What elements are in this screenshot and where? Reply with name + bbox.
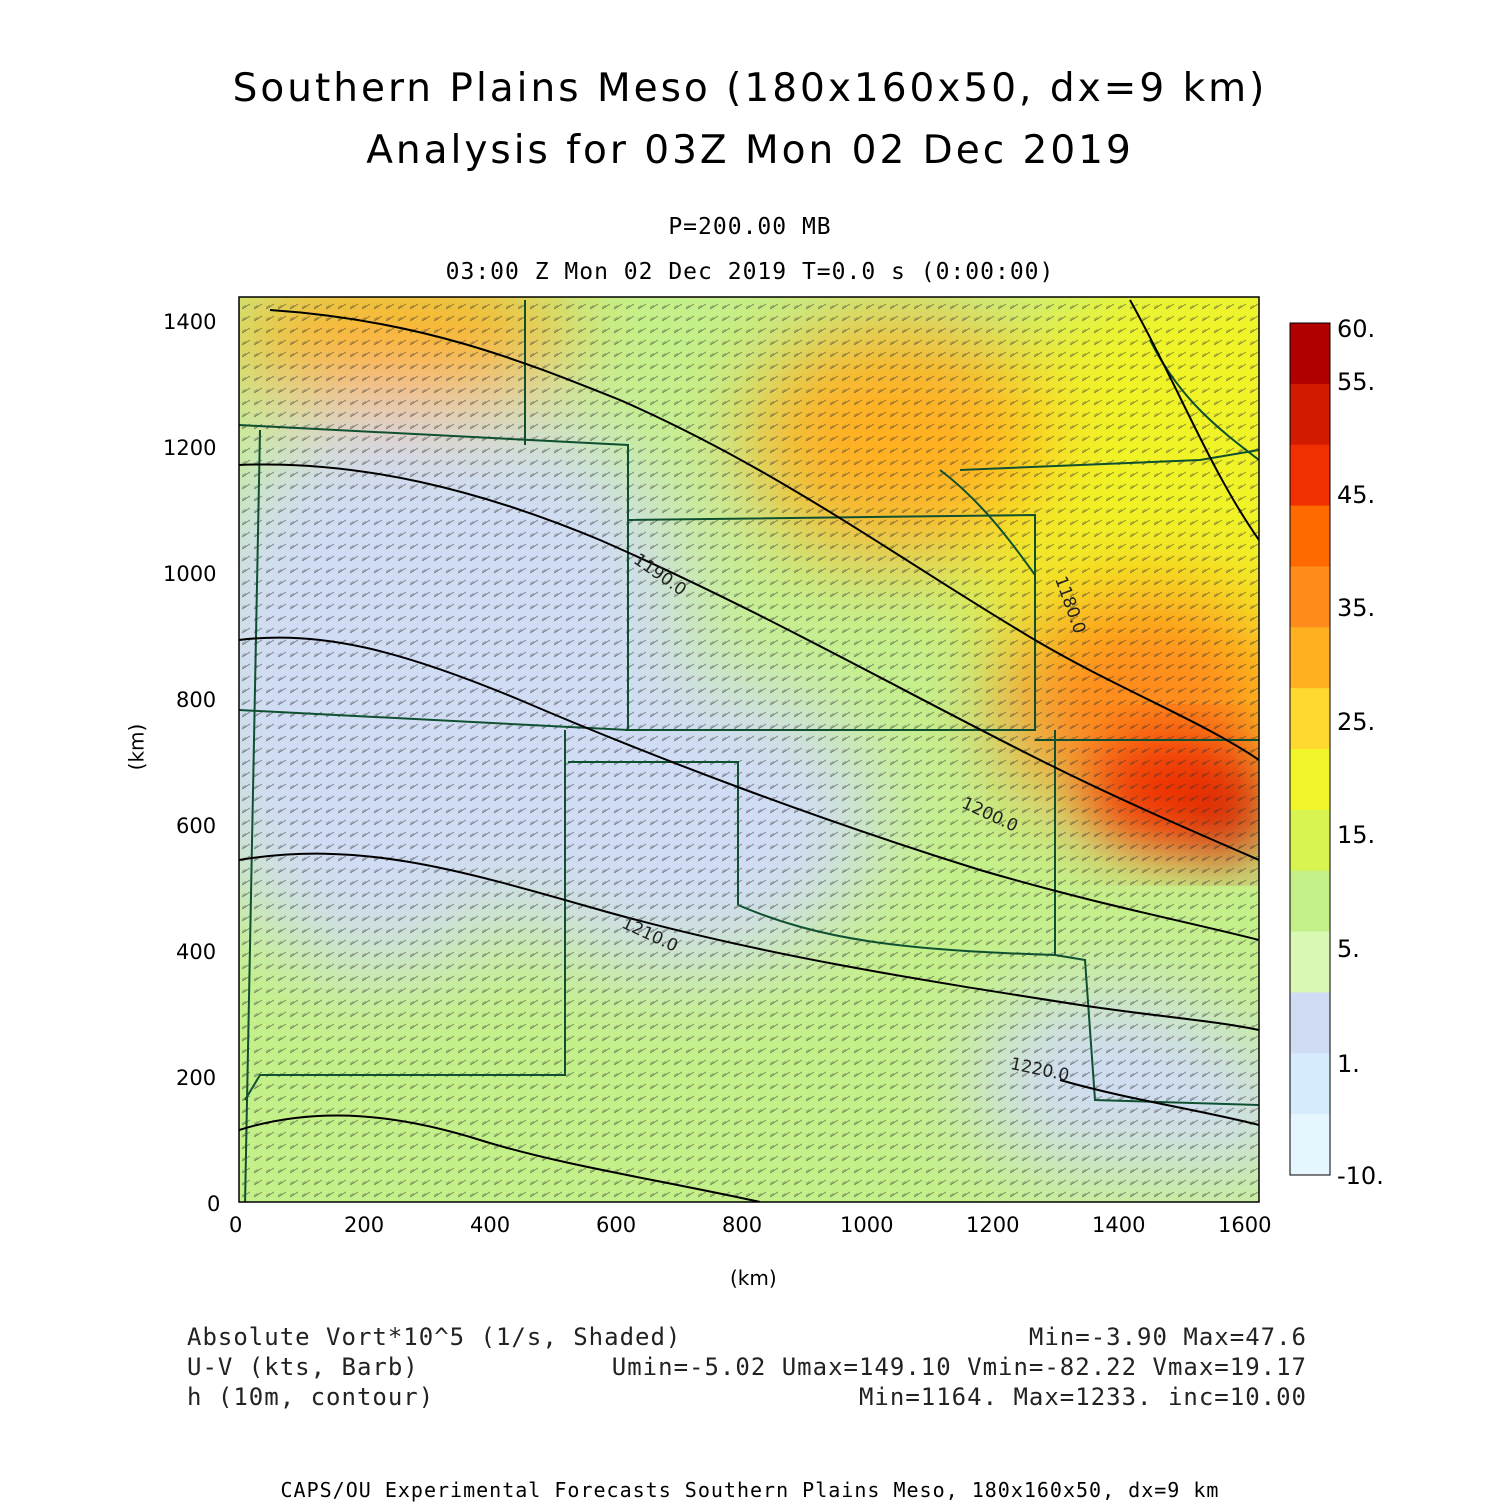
colorbar-label-55: 55. (1337, 368, 1376, 396)
colorbar-segment (1290, 1114, 1330, 1176)
y-axis-label: (km) (124, 723, 149, 771)
pressure-level: P=200.00 MB (668, 214, 832, 240)
colorbar-segment (1290, 383, 1330, 446)
x-tick-200: 200 (344, 1213, 385, 1237)
colorbar-label-25: 25. (1337, 708, 1376, 736)
y-tick-200: 200 (176, 1066, 217, 1090)
y-tick-0: 0 (207, 1192, 221, 1216)
x-axis-label: (km) (730, 1266, 777, 1290)
colorbar-segment (1290, 505, 1330, 567)
colorbar-label-60: 60. (1337, 315, 1376, 343)
x-tick-0: 0 (229, 1213, 243, 1237)
title-line-1: Southern Plains Meso (180x160x50, dx=9 k… (232, 66, 1268, 111)
colorbar-segment (1290, 749, 1330, 811)
colorbar-segment (1290, 1053, 1330, 1115)
colorbar-segment (1290, 870, 1330, 933)
colorbar-label-45: 45. (1337, 481, 1376, 509)
colorbar-segment (1290, 688, 1330, 750)
y-tick-1200: 1200 (163, 436, 217, 460)
colorbar-segment (1290, 566, 1330, 628)
x-tick-1000: 1000 (840, 1213, 894, 1237)
colorbar (1289, 322, 1331, 1176)
colorbar-label-1: 1. (1337, 1050, 1360, 1078)
colorbar-segment (1290, 627, 1330, 689)
colorbar-label-minus10: -10. (1337, 1162, 1384, 1190)
x-tick-400: 400 (470, 1213, 511, 1237)
title-line-2: Analysis for 03Z Mon 02 Dec 2019 (366, 128, 1134, 173)
vorticity-shading (239, 297, 1259, 1202)
y-tick-1400: 1400 (163, 310, 217, 334)
y-tick-600: 600 (176, 814, 217, 838)
footer-credit: CAPS/OU Experimental Forecasts Southern … (280, 1478, 1220, 1502)
y-tick-1000: 1000 (163, 562, 217, 586)
legend-vorticity-name: Absolute Vort*10^5 (1/s, Shaded) (187, 1323, 682, 1351)
state-boundaries (239, 300, 1259, 1202)
plot-frame (238, 296, 1260, 1203)
legend-wind-stats: Umin=-5.02 Umax=149.10 Vmin=-82.22 Vmax=… (611, 1353, 1307, 1381)
colorbar-segment (1290, 323, 1330, 385)
colorbar-segment (1290, 809, 1330, 872)
x-tick-800: 800 (722, 1213, 763, 1237)
colorbar-label-35: 35. (1337, 594, 1376, 622)
legend-height-stats: Min=1164. Max=1233. inc=10.00 (858, 1383, 1307, 1411)
colorbar-frame (1289, 322, 1331, 1176)
height-contours (239, 299, 1259, 1202)
x-tick-1600: 1600 (1218, 1213, 1272, 1237)
colorbar-segment (1290, 992, 1330, 1054)
colorbar-label-5: 5. (1337, 935, 1360, 963)
colorbar-label-15: 15. (1337, 821, 1376, 849)
legend-vorticity-stats: Min=-3.90 Max=47.6 (1028, 1323, 1307, 1351)
colorbar-segment (1290, 931, 1330, 993)
y-tick-800: 800 (176, 688, 217, 712)
x-tick-1400: 1400 (1092, 1213, 1146, 1237)
colorbar-segment (1290, 444, 1330, 507)
y-tick-400: 400 (176, 940, 217, 964)
x-tick-600: 600 (596, 1213, 637, 1237)
x-tick-1200: 1200 (966, 1213, 1020, 1237)
legend-height-name: h (10m, contour) (187, 1383, 435, 1411)
legend-wind-name: U-V (kts, Barb) (187, 1353, 419, 1381)
valid-time: 03:00 Z Mon 02 Dec 2019 T=0.0 s (0:00:00… (445, 259, 1055, 285)
